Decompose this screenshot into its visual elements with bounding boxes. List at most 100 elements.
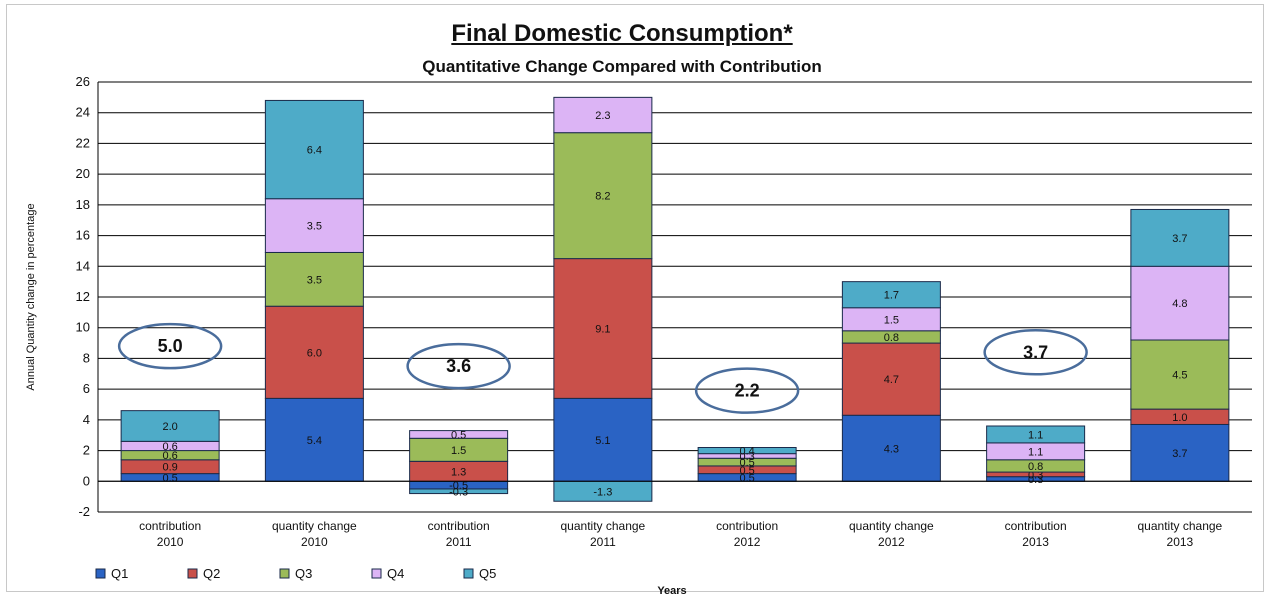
- data-label: 0.5: [739, 465, 754, 477]
- y-tick-label: 22: [76, 135, 90, 150]
- data-label: 1.1: [1028, 429, 1043, 441]
- y-tick-label: 10: [76, 320, 90, 335]
- total-annotation-label: 3.7: [1023, 342, 1048, 362]
- legend-label-q5: Q5: [479, 566, 496, 581]
- data-label: 2.3: [595, 110, 610, 122]
- total-annotation-ring: [694, 367, 800, 414]
- data-label: 0.8: [884, 332, 899, 344]
- data-label: 0.5: [739, 457, 754, 469]
- y-tick-label: 24: [76, 105, 90, 120]
- total-annotation-ring: [117, 322, 223, 370]
- data-label: 2.0: [162, 421, 177, 433]
- chart-frame: [6, 4, 1264, 592]
- data-label: 5.4: [307, 435, 322, 447]
- legend-swatch-q4: [371, 568, 382, 579]
- data-label: 1.1: [1028, 446, 1043, 458]
- x-tick-label: contribution 2012: [716, 519, 778, 549]
- y-tick-label: 0: [83, 473, 90, 488]
- bar-segment-q5: [120, 410, 220, 442]
- data-label: 0.9: [162, 462, 177, 474]
- total-annotation-label: 2.2: [735, 381, 760, 401]
- data-label: 0.4: [739, 446, 754, 458]
- x-axis-label: Years: [657, 585, 686, 597]
- data-label: 6.4: [307, 145, 322, 157]
- legend-swatch-q3: [279, 568, 290, 579]
- x-tick-label: quantity change 2010: [272, 519, 357, 549]
- x-tick-label: quantity change 2011: [561, 519, 646, 549]
- data-label: 1.7: [884, 290, 899, 302]
- data-label: -0.3: [449, 486, 468, 498]
- data-label: 3.7: [1172, 233, 1187, 245]
- bar-segment-q1: [1130, 423, 1230, 482]
- x-tick-label: contribution 2011: [428, 519, 490, 549]
- data-label: 4.7: [884, 374, 899, 386]
- legend-swatch-q2: [187, 568, 198, 579]
- legend-label-q3: Q3: [295, 566, 312, 581]
- data-label: 8.2: [595, 191, 610, 203]
- bar-segment-q5: [264, 99, 364, 200]
- bar-segment-q4: [1130, 265, 1230, 341]
- data-label: 4.8: [1172, 298, 1187, 310]
- bar-segment-q5: [409, 488, 509, 495]
- y-tick-label: -2: [78, 504, 90, 519]
- bar-segment-q3: [1130, 339, 1230, 410]
- bar-segment-q4: [409, 430, 509, 439]
- bar-segment-q2: [841, 342, 941, 416]
- bar-segment-q4: [264, 198, 364, 253]
- x-tick-label: quantity change 2013: [1138, 519, 1223, 549]
- bar-segment-q1: [264, 397, 364, 482]
- total-annotation-ring: [406, 342, 511, 390]
- bar-segment-q5: [986, 425, 1086, 444]
- x-tick-label: quantity change 2012: [849, 519, 934, 549]
- bar-segment-q4: [553, 96, 653, 134]
- data-label: 9.1: [595, 323, 610, 335]
- data-label: 0.6: [162, 450, 177, 462]
- data-label: 6.0: [307, 347, 322, 359]
- legend-swatch-q1: [95, 568, 106, 579]
- y-tick-label: 8: [83, 350, 90, 365]
- data-label: 0.5: [451, 429, 466, 441]
- bar-segment-q3: [553, 132, 653, 260]
- data-label: 1.0: [1172, 412, 1187, 424]
- legend-label-q4: Q4: [387, 566, 404, 581]
- y-axis-label: Annual Quantity change in percentage: [25, 203, 37, 390]
- y-tick-label: 4: [83, 412, 90, 427]
- y-tick-label: 16: [76, 228, 90, 243]
- y-tick-label: 6: [83, 381, 90, 396]
- data-label: 4.5: [1172, 370, 1187, 382]
- bar-segment-q5: [697, 447, 797, 455]
- data-label: 0.5: [162, 472, 177, 484]
- bar-segment-q5: [841, 281, 941, 309]
- total-annotation-label: 5.0: [158, 336, 183, 356]
- data-label: 3.5: [307, 221, 322, 233]
- y-tick-label: 12: [76, 289, 90, 304]
- total-annotation-label: 3.6: [446, 356, 471, 376]
- data-label: 4.3: [884, 443, 899, 455]
- chart-title: Final Domestic Consumption*: [451, 20, 793, 47]
- data-label: 5.1: [595, 435, 610, 447]
- data-label: 0.8: [1028, 461, 1043, 473]
- bar-segment-q5: [1130, 208, 1230, 267]
- bar-segment-q2: [264, 305, 364, 399]
- y-tick-label: 2: [83, 443, 90, 458]
- bar-segment-q2: [553, 258, 653, 399]
- y-tick-label: 14: [76, 258, 90, 273]
- y-tick-label: 26: [76, 74, 90, 89]
- x-tick-label: contribution 2013: [1005, 519, 1067, 549]
- y-tick-label: 18: [76, 197, 90, 212]
- data-label: 3.7: [1172, 448, 1187, 460]
- data-label: -1.3: [593, 486, 612, 498]
- data-label: 3.5: [307, 274, 322, 286]
- data-label: 1.5: [884, 314, 899, 326]
- data-label: 0.6: [162, 441, 177, 453]
- legend-label-q1: Q1: [111, 566, 128, 581]
- bar-segment-q3: [264, 251, 364, 307]
- total-annotation-ring: [983, 329, 1088, 376]
- data-label: 1.5: [451, 445, 466, 457]
- chart-subtitle: Quantitative Change Compared with Contri…: [422, 57, 822, 76]
- legend-label-q2: Q2: [203, 566, 220, 581]
- y-tick-label: 20: [76, 166, 90, 181]
- data-label: 1.3: [451, 466, 466, 478]
- x-tick-label: contribution 2010: [139, 519, 201, 549]
